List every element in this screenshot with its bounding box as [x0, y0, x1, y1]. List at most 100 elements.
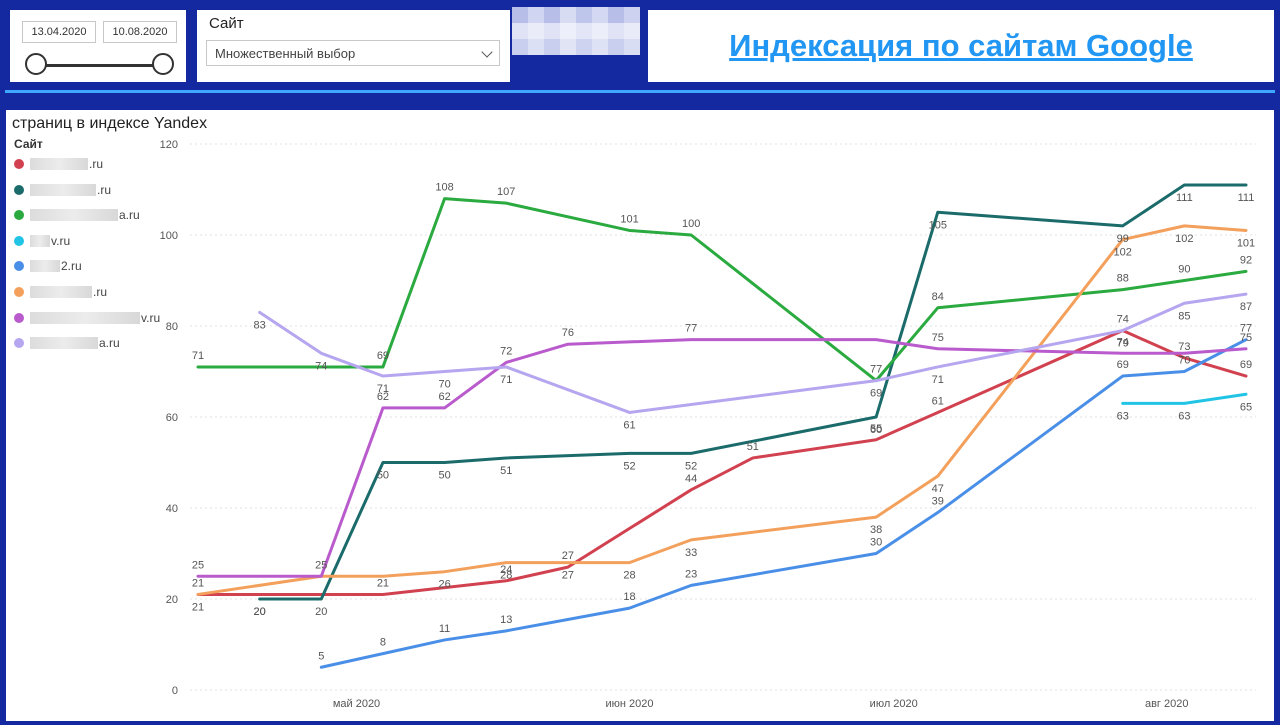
- legend-label: v.ru: [141, 310, 161, 325]
- data-label: 24: [500, 564, 512, 576]
- data-label: 88: [1117, 273, 1129, 285]
- data-label: 79: [1117, 338, 1129, 350]
- legend-color-dot: [14, 159, 24, 169]
- data-label: 27: [562, 570, 574, 582]
- data-label: 61: [623, 419, 635, 431]
- data-label: 52: [623, 460, 635, 472]
- y-tick-label: 40: [166, 503, 178, 515]
- date-slider-track[interactable]: [36, 64, 164, 67]
- legend-color-dot: [14, 184, 24, 195]
- legend-label: a.ru: [99, 336, 120, 351]
- data-label: 84: [932, 291, 944, 303]
- data-label: 63: [1178, 410, 1190, 422]
- legend-item[interactable]: v.ru: [14, 309, 160, 327]
- legend-name-redacted: [30, 158, 88, 170]
- data-label: 28: [623, 570, 635, 582]
- line-chart: 0 20 40 60 80 100 120 май 2020 июн 2020 июл 2020 а…: [160, 139, 1256, 710]
- series-line-7: [196, 338, 1248, 578]
- data-label: 107: [497, 186, 515, 198]
- data-label: 50: [438, 470, 450, 482]
- data-label: 33: [685, 547, 697, 559]
- site-dropdown-value: Множественный выбор: [215, 45, 356, 61]
- legend-item[interactable]: .ru: [14, 283, 107, 301]
- blurred-logo-image: [512, 7, 640, 55]
- data-label: 25: [315, 559, 327, 571]
- data-label: 60: [870, 424, 882, 436]
- legend-item[interactable]: .ru: [14, 181, 111, 199]
- data-label: 87: [1240, 301, 1252, 313]
- data-label: 51: [747, 441, 759, 453]
- data-label: 23: [685, 568, 697, 580]
- chart-title: страниц в индексе Yandex: [12, 115, 208, 132]
- date-slider-end-handle[interactable]: [152, 53, 174, 75]
- data-label: 21: [192, 577, 204, 589]
- data-label: 111: [1238, 192, 1255, 204]
- header-link-panel: Индексация по сайтам Google: [648, 10, 1274, 82]
- legend-item[interactable]: v.ru: [14, 232, 70, 250]
- legend-name-redacted: [30, 311, 140, 324]
- y-tick-label: 20: [166, 594, 178, 606]
- site-slicer-title: Сайт: [209, 15, 244, 32]
- date-slider-start-handle[interactable]: [25, 53, 47, 75]
- series-line-3: [196, 197, 1248, 383]
- data-label: 71: [932, 374, 944, 386]
- data-label: 20: [315, 606, 327, 618]
- data-label: 99: [1117, 233, 1129, 245]
- site-dropdown[interactable]: Множественный выбор: [206, 40, 500, 66]
- legend-name-redacted: [30, 234, 50, 247]
- data-label: 70: [438, 379, 450, 391]
- y-tick-label: 0: [172, 685, 178, 697]
- data-label: 75: [1240, 332, 1252, 344]
- data-label: 101: [1237, 237, 1255, 249]
- legend-name-redacted: [30, 183, 96, 196]
- legend-color-dot: [14, 210, 24, 221]
- chevron-down-icon: [481, 46, 493, 58]
- data-label: 39: [932, 496, 944, 508]
- data-label: 21: [192, 601, 204, 613]
- y-tick-label: 120: [160, 139, 178, 151]
- legend-item[interactable]: .ru: [14, 155, 103, 173]
- data-label: 30: [870, 537, 882, 549]
- site-slicer: Сайт Множественный выбор: [197, 10, 510, 82]
- data-label: 51: [500, 465, 512, 477]
- data-label: 50: [377, 470, 389, 482]
- legend-label: 2.ru: [61, 259, 82, 274]
- data-label: 18: [623, 591, 635, 603]
- data-label: 74: [1117, 336, 1129, 348]
- legend-item[interactable]: a.ru: [14, 206, 140, 224]
- data-label: 5: [318, 650, 324, 662]
- data-label: 75: [932, 332, 944, 344]
- data-label: 77: [1240, 323, 1252, 335]
- line-chart-panel: 0 20 40 60 80 100 120 май 2020 июн 2020 июл 2020 а…: [6, 110, 1274, 721]
- legend-label: .ru: [97, 182, 112, 197]
- date-end-input[interactable]: 10.08.2020: [103, 21, 177, 43]
- data-label: 71: [500, 374, 512, 386]
- series-line-5: [319, 338, 1248, 669]
- data-label: 74: [1117, 314, 1129, 326]
- legend-name-redacted: [30, 260, 60, 273]
- data-label: 21: [377, 577, 389, 589]
- legend-item[interactable]: 2.ru: [14, 257, 82, 275]
- data-label: 28: [500, 570, 512, 582]
- legend-color-dot: [14, 235, 24, 246]
- data-label: 62: [377, 391, 389, 403]
- google-indexing-link[interactable]: Индексация по сайтам Google: [729, 28, 1193, 63]
- date-start-input[interactable]: 13.04.2020: [22, 21, 96, 43]
- data-label: 73: [1178, 341, 1190, 353]
- legend-label: .ru: [89, 157, 104, 171]
- data-label: 20: [254, 606, 266, 618]
- legend-name-redacted: [30, 337, 98, 350]
- legend-item[interactable]: a.ru: [14, 334, 120, 352]
- data-label: 76: [562, 327, 574, 339]
- data-label: 27: [562, 550, 574, 562]
- data-label: 8: [380, 637, 386, 649]
- legend-color-dot: [14, 287, 24, 297]
- legend-label: v.ru: [51, 233, 71, 248]
- y-tick-label: 60: [166, 412, 178, 424]
- legend-label: a.ru: [119, 208, 140, 223]
- data-label: 111: [1176, 192, 1193, 204]
- data-label: 11: [439, 623, 450, 635]
- series-line-1: [196, 329, 1248, 596]
- header-divider: [5, 90, 1275, 93]
- data-label: 55: [870, 423, 882, 435]
